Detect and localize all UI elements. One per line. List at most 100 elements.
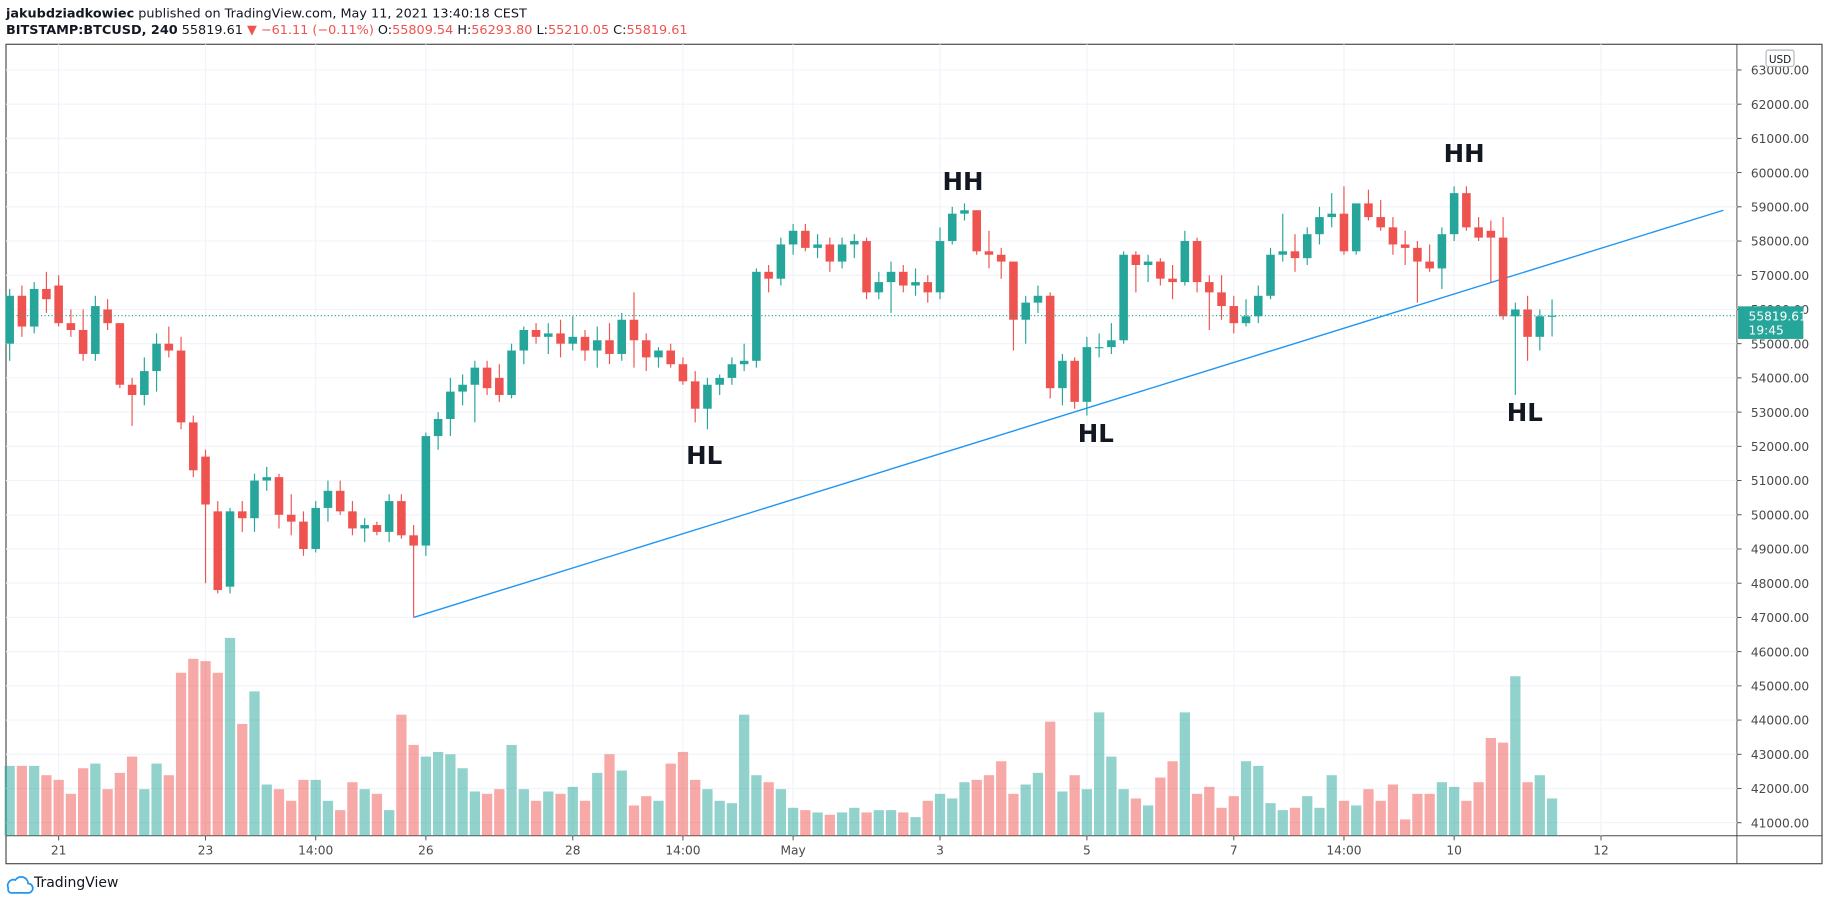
candle-body (1327, 213, 1337, 218)
volume-bar (322, 800, 334, 836)
volume-bar (922, 800, 933, 836)
candle-body (1021, 302, 1030, 320)
volume-bar (604, 754, 615, 836)
y-tick-label: 48000.00 (1751, 577, 1809, 591)
annotation: HL (1507, 398, 1543, 427)
volume-bar (1351, 805, 1362, 836)
header-line-1: jakubdziadkowiec published on TradingVie… (5, 6, 527, 21)
volume-bar (824, 814, 835, 836)
volume-bar (139, 789, 150, 836)
candle-body (164, 343, 174, 351)
volume-bar (1045, 721, 1056, 836)
annotation: HL (686, 441, 722, 470)
volume-bar (726, 803, 738, 836)
volume-bar (1485, 737, 1496, 836)
volume-bar (1155, 777, 1166, 836)
candle-body (1119, 254, 1128, 341)
published: published on TradingView.com, May 11, 20… (138, 6, 527, 21)
candle-body (1462, 193, 1471, 228)
volume-bar (800, 810, 811, 836)
volume-bar (1130, 798, 1142, 836)
candle-body (1033, 295, 1043, 303)
candle-body (213, 511, 223, 591)
candle-body (372, 525, 382, 532)
volume-bar (457, 768, 468, 836)
currency: USD (1769, 54, 1791, 66)
volume-bar (861, 812, 872, 836)
volume-bar (371, 793, 383, 836)
candle-body (898, 271, 908, 286)
candle-body (813, 244, 822, 248)
volume-bar (29, 765, 40, 836)
y-tick-label: 46000.00 (1751, 645, 1809, 659)
candle-body (397, 501, 406, 536)
volume-bar (1253, 765, 1264, 836)
candle-body (91, 306, 100, 354)
volume-bar (200, 661, 211, 836)
volume-bar (1106, 756, 1117, 836)
logo: TradingView (6, 875, 118, 894)
volume-bar (1400, 819, 1411, 836)
candle-body (544, 333, 553, 337)
volume-bar (677, 751, 689, 836)
plot-area (4, 44, 1737, 836)
volume-bar (408, 744, 419, 836)
volume-bar (787, 807, 799, 836)
volume-bar (286, 800, 297, 836)
candle-body (776, 244, 786, 279)
candle-body (1388, 227, 1398, 245)
candle-body (1278, 251, 1288, 255)
candle-body (1437, 234, 1447, 269)
volume-bar (530, 800, 542, 836)
candle-body (189, 422, 198, 471)
candle-body (947, 213, 957, 242)
volume-bar (114, 772, 125, 836)
volume-bar (310, 779, 321, 836)
volume-bar (1020, 784, 1031, 836)
volume-bar (481, 793, 493, 836)
candle-body (1168, 278, 1177, 283)
volume-bar (1191, 793, 1203, 836)
volume-bar (616, 770, 627, 836)
volume-bar (1142, 805, 1154, 836)
ohlc-label: O: (378, 23, 392, 38)
y-tick-label: 54000.00 (1751, 372, 1809, 386)
candle-body (54, 285, 63, 324)
volume-bar (1069, 775, 1080, 836)
candle-body (348, 511, 357, 529)
candle-body (972, 210, 982, 252)
candle-body (1082, 347, 1092, 402)
volume-bar (298, 779, 309, 836)
ohlc-value: 56293.80 (471, 23, 532, 38)
candle-body (886, 271, 896, 283)
candle-body (176, 350, 186, 423)
volume-bar (396, 714, 407, 836)
candle-body (1058, 360, 1067, 389)
volume-bar (469, 791, 480, 836)
volume-bar (763, 782, 774, 836)
candle-body (617, 319, 627, 354)
volume-bar (16, 765, 28, 836)
ohlc-label: C: (613, 23, 626, 38)
candle-body (1094, 347, 1104, 349)
volume-bar (126, 756, 138, 836)
volume-bar (359, 789, 370, 836)
volume-bar (567, 786, 578, 836)
candle-body (850, 241, 859, 245)
y-tick-label: 63000.00 (1751, 64, 1809, 78)
candle-body (507, 350, 516, 396)
annotation: HH (942, 167, 983, 196)
brand: TradingView (33, 875, 118, 891)
candle-body (960, 210, 969, 214)
candle-body (1474, 227, 1483, 238)
annotation: HL (1078, 419, 1114, 448)
volume-bar (249, 691, 260, 836)
volume-bar (1473, 782, 1484, 836)
volume-bar (212, 672, 223, 836)
volume-bar (1546, 798, 1558, 836)
candle-body (225, 511, 235, 587)
candle-body (531, 330, 541, 337)
volume-bar (77, 768, 89, 836)
